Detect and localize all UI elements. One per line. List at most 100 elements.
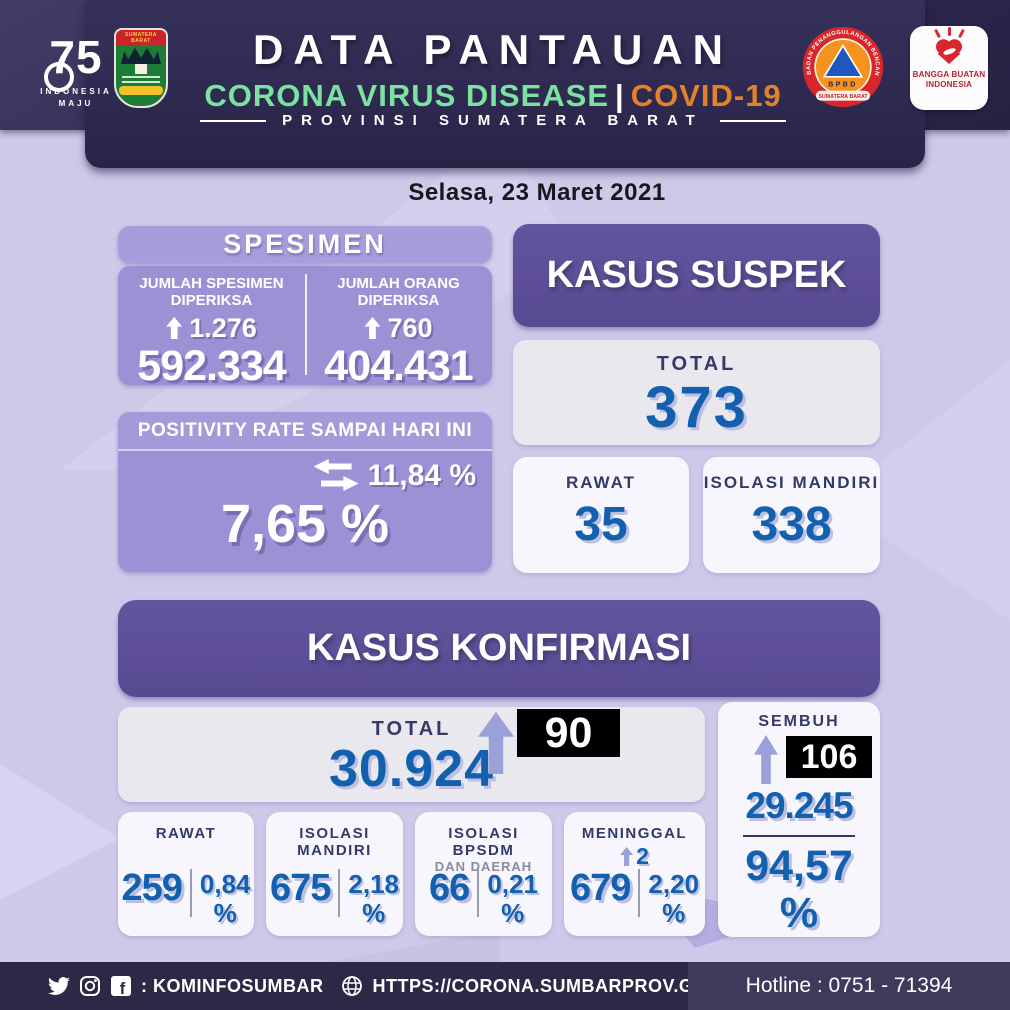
background-decoration [0,745,120,915]
orang-label: JUMLAH ORANG DIPERIKSA [337,275,460,310]
stat-values: 259 0,84 % [118,869,254,926]
stat-label: RAWAT [155,825,217,842]
positivity-today-value: 11,84 % [367,459,476,492]
konfirmasi-total-value: 30.924 [328,740,495,798]
spesimen-col-spesimen: JUMLAH SPESIMEN DIPERIKSA 1.276 592.334 [118,266,305,387]
bangga-buatan-logo: BANGGA BUATAN INDONESIA [910,26,988,110]
bangga-buatan-line1: BANGGA BUATAN [912,70,986,79]
header-inner-panel [85,0,925,168]
fraction-rule [743,835,855,837]
report-date: Selasa, 23 Maret 2021 [408,179,666,206]
subtitle-divider: | [615,78,625,113]
globe-icon [342,976,363,996]
page-subtitle: CORONA VIRUS DISEASE | COVID-19 [85,78,901,114]
positivity-cumulative-value: 7,65 % [220,494,390,554]
crest-ribbon-shape [119,86,163,95]
column-divider [305,274,307,375]
suspek-rawat-value: 35 [574,498,628,551]
value-divider [338,869,341,917]
sembuh-card: SEMBUH 106 29.245 94,57 % [718,702,880,937]
province-rule-left [200,119,267,122]
logo-ring [44,62,74,92]
stat-percent: 0,84 % [199,869,251,928]
konfirmasi-total-card: TOTAL 30.924 90 [118,707,705,802]
orang-delta: 760 [305,313,492,344]
province-label: PROVINSI SUMATERA BARAT [282,112,704,129]
footer-bar: f : KOMINFOSUMBAR HTTPS://CORONA.SUMBARP… [0,962,732,1010]
province-rule-right [719,119,786,122]
stat-label-secondary: DAN DAERAH [434,859,533,874]
stat-percent: 0,21 % [487,869,538,928]
bpbd-acronym: BPBD [828,82,858,89]
footer-account: : KOMINFOSUMBAR [141,975,324,996]
bpbd-logo: BADAN PENANGGULANGAN BENCANA DAERAH BPBD… [800,22,884,108]
stat-delta-row: 2 [564,843,705,870]
stat-values: 679 2,20 % [564,869,705,926]
suspek-isolasi-label: ISOLASI MANDIRI [703,473,880,492]
sembuh-percent-sign: % [779,889,819,937]
heart-rays-icon [910,26,988,39]
stat-value: 259 [121,867,182,909]
province-line: PROVINSI SUMATERA BARAT [85,112,901,129]
footer-hotline: Hotline : 0751 - 71394 [688,962,1010,1010]
stat-percent: 2,18 % [348,869,399,928]
stat-label: MENINGGAL [581,825,688,842]
positivity-title: POSITIVITY RATE SAMPAI HARI INI [118,412,492,451]
stat-value: 66 [429,867,470,909]
value-divider [477,869,480,917]
stat-values: 66 0,21 % [415,869,552,926]
sembuh-delta-badge: 106 [786,736,872,778]
stat-delta-value: 2 [636,843,649,869]
suspek-isolasi-card: ISOLASI MANDIRI 338 [703,457,880,573]
page-title: DATA PANTAUAN [253,26,733,73]
bpbd-banner-text: SUMATERA BARAT [818,94,868,100]
subtitle-disease: CORONA VIRUS DISEASE [204,78,609,113]
svg-text:f: f [120,979,126,997]
stat-card-rawat: RAWAT 259 0,84 % [118,812,254,936]
stat-value: 679 [569,867,631,909]
bangga-buatan-caption: BANGGA BUATAN INDONESIA [910,70,988,90]
footer-website: HTTPS://CORONA.SUMBARPROV.GO.ID [372,975,733,996]
sumbar-crest-logo: SUMATERA BARAT [114,28,168,108]
heart-icon [934,40,964,67]
positivity-today-row: 11,84 % [118,459,492,493]
subtitle-covid: COVID-19 [630,78,782,113]
bpbd-triangle-icon [822,44,864,78]
spesimen-panel: JUMLAH SPESIMEN DIPERIKSA 1.276 592.334 … [118,266,492,390]
orang-total: 404.431 [324,341,473,390]
up-arrow-icon [166,317,183,339]
logo-75-caption: INDONESIA MAJU [40,87,112,108]
facebook-icon: f [111,976,131,997]
sembuh-total-value: 29.245 [745,785,853,826]
logo-75-numeral: 75 [49,31,103,83]
stat-value: 675 [269,867,331,909]
suspek-section-title: KASUS SUSPEK [513,224,880,327]
swap-arrows-icon [313,459,359,493]
crest-waves-shape [122,76,160,83]
up-arrow-icon [364,317,381,339]
stat-percent: 2,20 % [648,869,699,928]
suspek-rawat-card: RAWAT 35 [513,457,689,573]
value-divider [189,869,192,917]
spesimen-col-orang: JUMLAH ORANG DIPERIKSA 760 404.431 [305,266,492,390]
stat-values: 675 2,18 % [266,869,403,926]
up-arrow-icon [754,735,778,784]
bangga-buatan-line2: INDONESIA [925,80,973,89]
suspek-total-label: TOTAL [656,353,737,375]
suspek-total-card: TOTAL 373 [513,340,880,445]
bpbd-logo-svg: BADAN PENANGGULANGAN BENCANA DAERAH BPBD… [800,22,884,108]
spesimen-label: JUMLAH SPESIMEN DIPERIKSA [139,275,284,310]
sembuh-label: SEMBUH [758,713,840,730]
crest-banner-label: SUMATERA BARAT [116,30,166,45]
positivity-panel: POSITIVITY RATE SAMPAI HARI INI 11,84 % … [118,412,492,572]
suspek-rawat-label: RAWAT [565,473,637,492]
suspek-isolasi-value: 338 [751,498,832,551]
twitter-icon [48,977,70,995]
stat-label: ISOLASI MANDIRI [297,825,372,859]
spesimen-delta: 1.276 [118,313,305,344]
konfirmasi-delta-badge: 90 [517,709,620,757]
up-arrow-icon [620,847,634,866]
instagram-icon [80,976,100,996]
stat-card-isolasi-mandiri: ISOLASI MANDIRI 675 2,18 % [266,812,403,936]
